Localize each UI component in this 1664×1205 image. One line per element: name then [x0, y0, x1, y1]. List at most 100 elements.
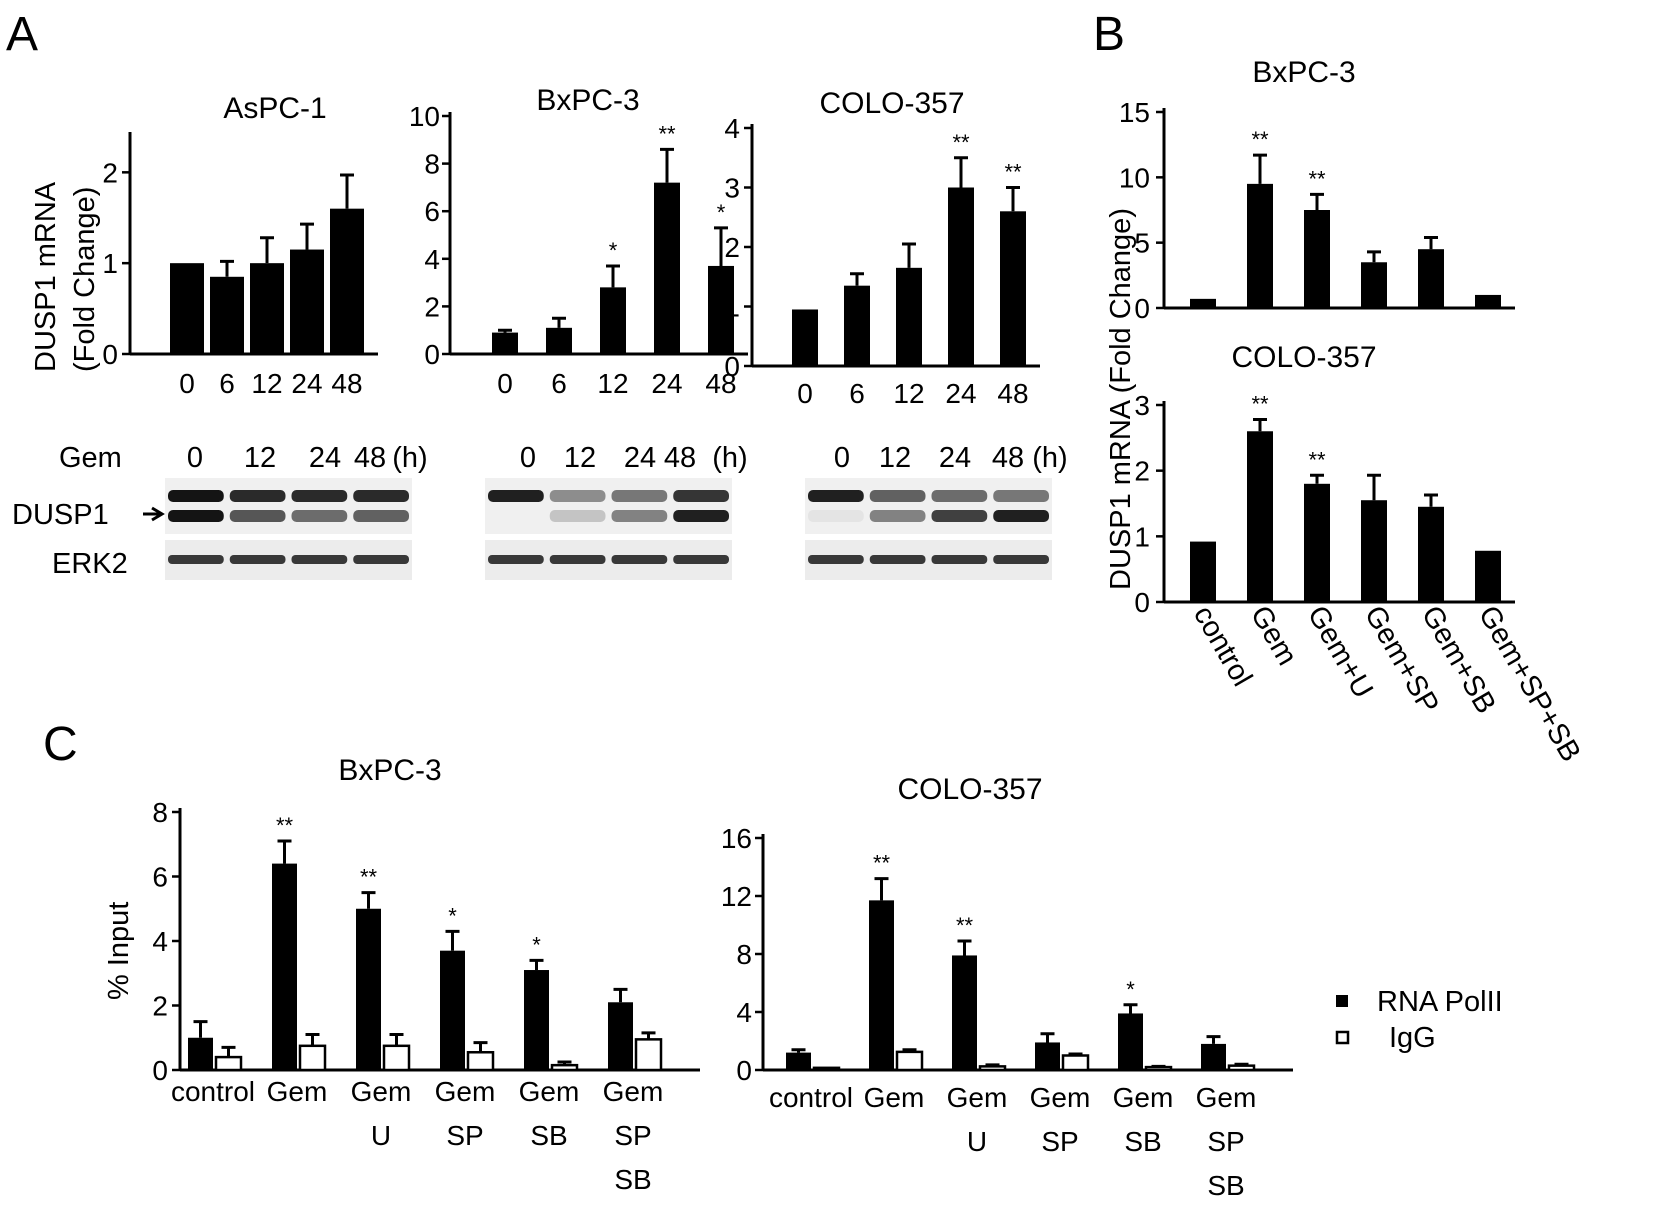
bar [844, 286, 870, 366]
significance-mark: * [1126, 977, 1135, 1002]
significance-mark: ** [956, 913, 974, 938]
panel-label-b: B [1093, 8, 1125, 61]
blot-band-dusp1 [612, 510, 668, 522]
blot-band-erk2 [168, 555, 224, 564]
error-bar [340, 175, 354, 209]
bar-igg [980, 1066, 1005, 1070]
significance-mark: * [609, 238, 618, 263]
blot-lane-label: 24 [624, 442, 656, 474]
error-bar [446, 931, 460, 950]
bar [1304, 210, 1330, 308]
blot-dusp1-membrane [485, 478, 732, 534]
significance-mark: ** [360, 865, 378, 890]
x-tick-label: Gem [267, 1076, 328, 1107]
error-bar [1253, 155, 1267, 184]
y-tick-label: 4 [724, 113, 740, 144]
panel-a-ylabel-line2: (Fold Change) [69, 187, 101, 372]
error-bar [606, 266, 620, 287]
bar-igg [552, 1065, 577, 1070]
bar [170, 263, 204, 354]
error-bar [220, 261, 234, 276]
blot-lane-label: 48 [992, 442, 1024, 474]
blot-3: 0 12 24 48 (h) [805, 442, 1068, 580]
blot-band-upper [292, 490, 348, 502]
blot-band-upper [808, 490, 864, 502]
blot-band-upper [168, 490, 224, 502]
error-bar [1310, 194, 1324, 210]
error-bar [530, 960, 544, 970]
blot-band-upper [488, 490, 544, 502]
bar [272, 864, 297, 1070]
x-tick-label: 0 [497, 368, 513, 399]
blot-band-dusp1 [488, 510, 544, 522]
x-tick-label: 12 [251, 368, 282, 399]
blot-band-dusp1 [292, 510, 348, 522]
error-bar [1424, 237, 1438, 249]
error-bar [552, 318, 566, 328]
x-tick-label: Gem SP SB [603, 1076, 664, 1195]
y-tick-label: 4 [424, 244, 440, 275]
blot-band-upper [353, 490, 409, 502]
blot-band-dusp1 [353, 510, 409, 522]
bar [290, 250, 324, 354]
error-bar [792, 1050, 806, 1053]
x-tick-label: Gem [864, 1082, 925, 1113]
significance-mark: * [532, 932, 541, 957]
chart-title: BxPC-3 [536, 84, 639, 117]
legend-swatch-igg [1337, 1032, 1348, 1043]
dusp1-arrow-icon [143, 508, 162, 520]
bar [786, 1053, 811, 1070]
error-bar [660, 149, 674, 182]
y-tick-label: 0 [152, 1055, 168, 1086]
bar [1118, 1013, 1143, 1070]
y-tick-label: 8 [736, 939, 752, 970]
error-bar [1310, 475, 1324, 484]
blot-band-erk2 [993, 555, 1049, 564]
error-bar [194, 1022, 208, 1038]
bar-igg [384, 1046, 409, 1070]
blot-band-erk2 [230, 555, 286, 564]
blot-lane-label: 0 [520, 442, 536, 474]
x-tick-label: 24 [651, 368, 682, 399]
error-bar [300, 224, 314, 249]
bar [1361, 500, 1387, 602]
y-tick-label: 3 [1134, 390, 1150, 421]
x-tick-label: 0 [179, 368, 195, 399]
blot-band-upper [230, 490, 286, 502]
blot-dusp1-membrane [805, 478, 1052, 534]
panel-c-ylabel: % Input [103, 902, 135, 1000]
y-tick-label: 0 [1134, 587, 1150, 618]
bar [654, 183, 680, 354]
bar [1247, 184, 1273, 308]
blot-band-erk2 [353, 555, 409, 564]
blot-lane-label: 48 [664, 442, 696, 474]
bar [250, 263, 284, 354]
blot-band-erk2 [932, 555, 988, 564]
error-bar [1041, 1034, 1055, 1043]
blot-hours-label: (h) [392, 442, 427, 474]
blot-band-dusp1 [808, 510, 864, 522]
blot-band-upper [993, 490, 1049, 502]
blot-dusp1-membrane [165, 478, 412, 534]
chart-b2: COLO-3570123control**Gem**Gem+UGem+SPGem… [1134, 341, 1586, 767]
western-blots: 0 12 24 48 (h) 0 12 24 48 (h) 0 12 24 48 (h) [165, 442, 1068, 580]
chart-c1: BxPC-302468control**Gem**Gem U*Gem SP*Gem S… [152, 754, 700, 1195]
error-bar [1253, 419, 1267, 431]
error-bar [1207, 1037, 1221, 1044]
y-tick-label: 1 [724, 292, 740, 323]
y-tick-label: 1 [1134, 521, 1150, 552]
y-tick-label: 2 [724, 232, 740, 263]
blot-band-dusp1 [168, 510, 224, 522]
x-tick-label: 0 [797, 378, 813, 409]
significance-mark: ** [1308, 447, 1326, 472]
bar [1000, 211, 1026, 366]
bar [188, 1038, 213, 1070]
bar [1304, 484, 1330, 602]
bar-igg [814, 1068, 839, 1070]
x-tick-label: Gem SB [519, 1076, 580, 1151]
blot-band-erk2 [673, 555, 729, 564]
legend-label-polii: RNA PolII [1377, 986, 1503, 1018]
x-tick-label: 6 [551, 368, 567, 399]
x-tick-label: 6 [849, 378, 865, 409]
